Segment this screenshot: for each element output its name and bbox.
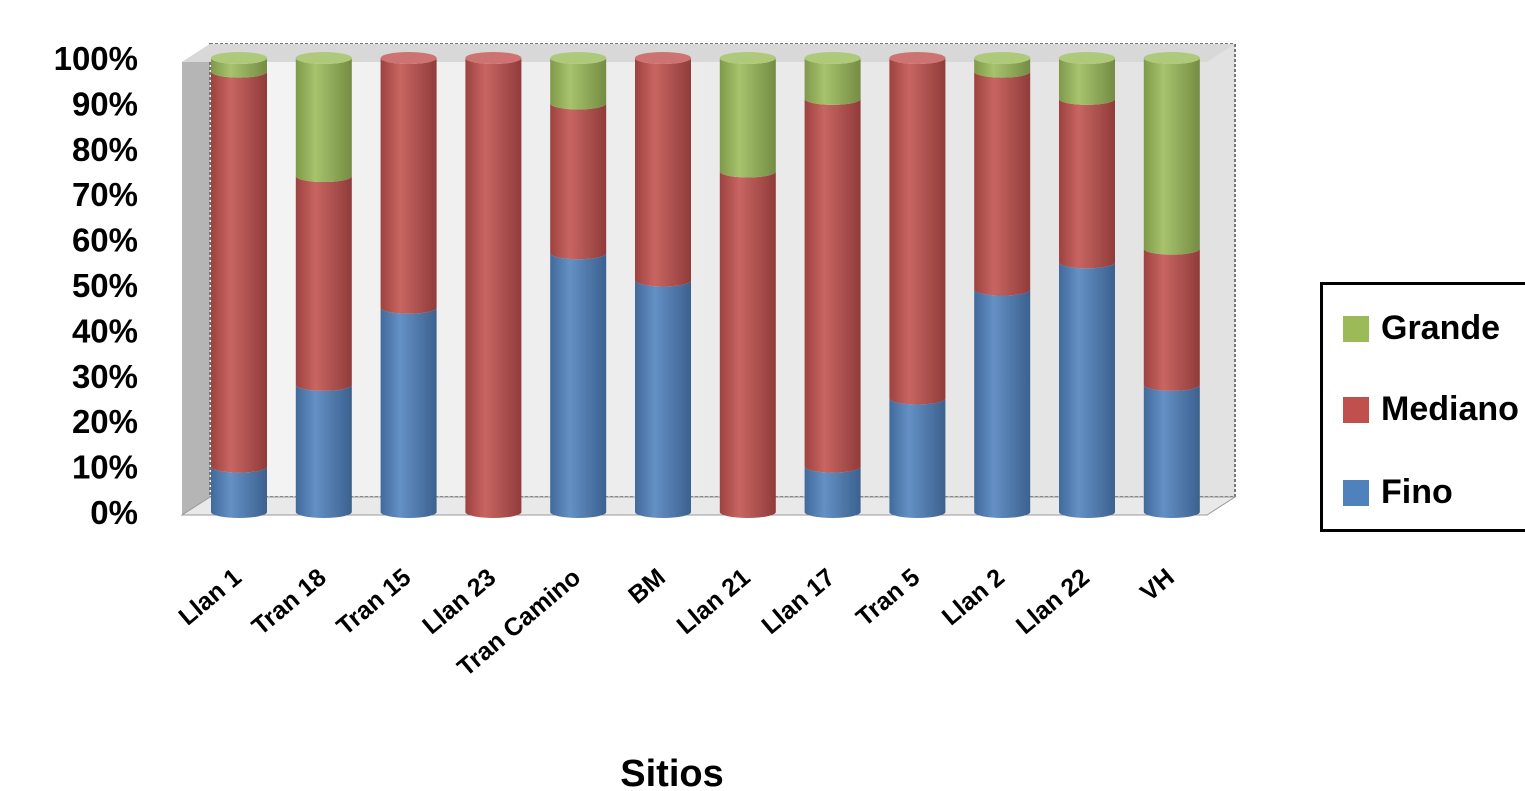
y-tick-label: 10% [72, 449, 138, 486]
bar-segment-grande [295, 58, 352, 183]
bar-cap [550, 52, 607, 64]
bar-segment-fino [804, 466, 861, 518]
y-axis: 0% 10% 20% 30% 40% 50% 60% 70% 80% 90% 100% [54, 40, 138, 531]
top-edge [182, 44, 1235, 62]
bar-column [295, 52, 352, 518]
bar-segment-grande [211, 58, 267, 78]
legend-item-grande: Grande [1343, 309, 1500, 348]
bar-column [1059, 52, 1115, 518]
y-tick-label: 60% [72, 222, 138, 259]
bar-column [550, 52, 607, 518]
bar-cap [211, 52, 267, 64]
bar-segment-mediano [635, 58, 691, 287]
legend: Grande Mediano Fino [1320, 282, 1525, 532]
bar-segment-grande [719, 58, 776, 178]
y-tick-label: 0% [90, 494, 138, 531]
floor [180, 496, 1237, 516]
bar-column [1143, 52, 1200, 518]
bar-column [974, 52, 1031, 518]
x-tick-label: Llan 21 [672, 563, 756, 640]
side-wall [182, 44, 210, 515]
bar-cap [719, 52, 776, 64]
bars [211, 52, 1200, 518]
legend-label-mediano: Mediano [1381, 390, 1519, 428]
bar-segment-grande [1059, 58, 1115, 105]
bar-cap [804, 52, 861, 64]
bar-segment-mediano [295, 176, 352, 391]
legend-item-mediano: Mediano [1343, 390, 1519, 429]
x-tick-label: VH [1135, 563, 1180, 607]
bar-cap [465, 52, 522, 64]
bar-segment-fino [380, 307, 437, 518]
x-axis-title: Sitios [620, 753, 723, 791]
bar-segment-mediano [211, 71, 267, 473]
bar-segment-fino [295, 384, 352, 518]
y-tick-label: 40% [72, 312, 138, 349]
bar-segment-fino [974, 289, 1031, 518]
bar-column [635, 52, 691, 518]
bar-cap [1059, 52, 1115, 64]
x-tick-label: Tran 18 [247, 563, 332, 641]
bar-segment-mediano [1143, 248, 1200, 391]
bar-segment-mediano [1059, 98, 1115, 269]
bar-segment-mediano [465, 58, 522, 518]
bar-segment-grande [974, 58, 1031, 78]
bar-segment-fino [1143, 384, 1200, 518]
legend-label-fino: Fino [1381, 473, 1453, 511]
legend-item-fino: Fino [1343, 473, 1453, 512]
x-tick-label: Llan 1 [174, 563, 247, 631]
bar-segment-fino [889, 398, 946, 518]
x-tick-label: Llan 23 [417, 563, 501, 640]
bar-column [211, 52, 267, 518]
y-tick-label: 70% [72, 176, 138, 213]
bar-column [465, 52, 522, 518]
bar-segment-mediano [889, 58, 946, 405]
bar-segment-mediano [550, 103, 607, 260]
x-tick-label: Llan 2 [937, 563, 1010, 631]
legend-swatch-grande [1343, 315, 1369, 342]
bar-column [719, 52, 776, 518]
y-tick-label: 100% [54, 40, 138, 77]
bar-cap [889, 52, 946, 64]
x-tick-label: Llan 17 [756, 563, 840, 640]
legend-label-grande: Grande [1381, 309, 1501, 347]
x-tick-label: Tran 5 [851, 563, 925, 632]
bar-segment-mediano [380, 58, 437, 314]
bar-segment-grande [804, 58, 861, 105]
bar-segment-fino [1059, 262, 1115, 518]
y-tick-label: 30% [72, 358, 138, 395]
bar-cap [974, 52, 1031, 64]
bar-segment-fino [635, 280, 691, 518]
bar-cap [1143, 52, 1200, 64]
bar-column [380, 52, 437, 518]
y-tick-label: 80% [72, 131, 138, 168]
bar-segment-grande [550, 58, 607, 110]
bar-cap [380, 52, 437, 64]
x-tick-label: Llan 22 [1011, 563, 1095, 640]
bar-segment-mediano [804, 98, 861, 473]
bar-segment-mediano [719, 171, 776, 518]
bar-segment-fino [211, 466, 267, 518]
y-tick-label: 90% [72, 85, 138, 122]
bar-cap [635, 52, 691, 64]
bar-column [804, 52, 861, 518]
y-tick-label: 20% [72, 403, 138, 440]
bar-column [889, 52, 946, 518]
x-tick-label: BM [623, 563, 671, 609]
x-tick-label: Tran 15 [331, 563, 416, 641]
legend-swatch-mediano [1343, 396, 1369, 423]
bar-segment-grande [1143, 58, 1200, 255]
legend-swatch-fino [1343, 479, 1369, 506]
bar-segment-fino [550, 253, 607, 518]
bar-segment-mediano [974, 71, 1031, 296]
y-tick-label: 50% [72, 267, 138, 304]
bar-cap [295, 52, 352, 64]
